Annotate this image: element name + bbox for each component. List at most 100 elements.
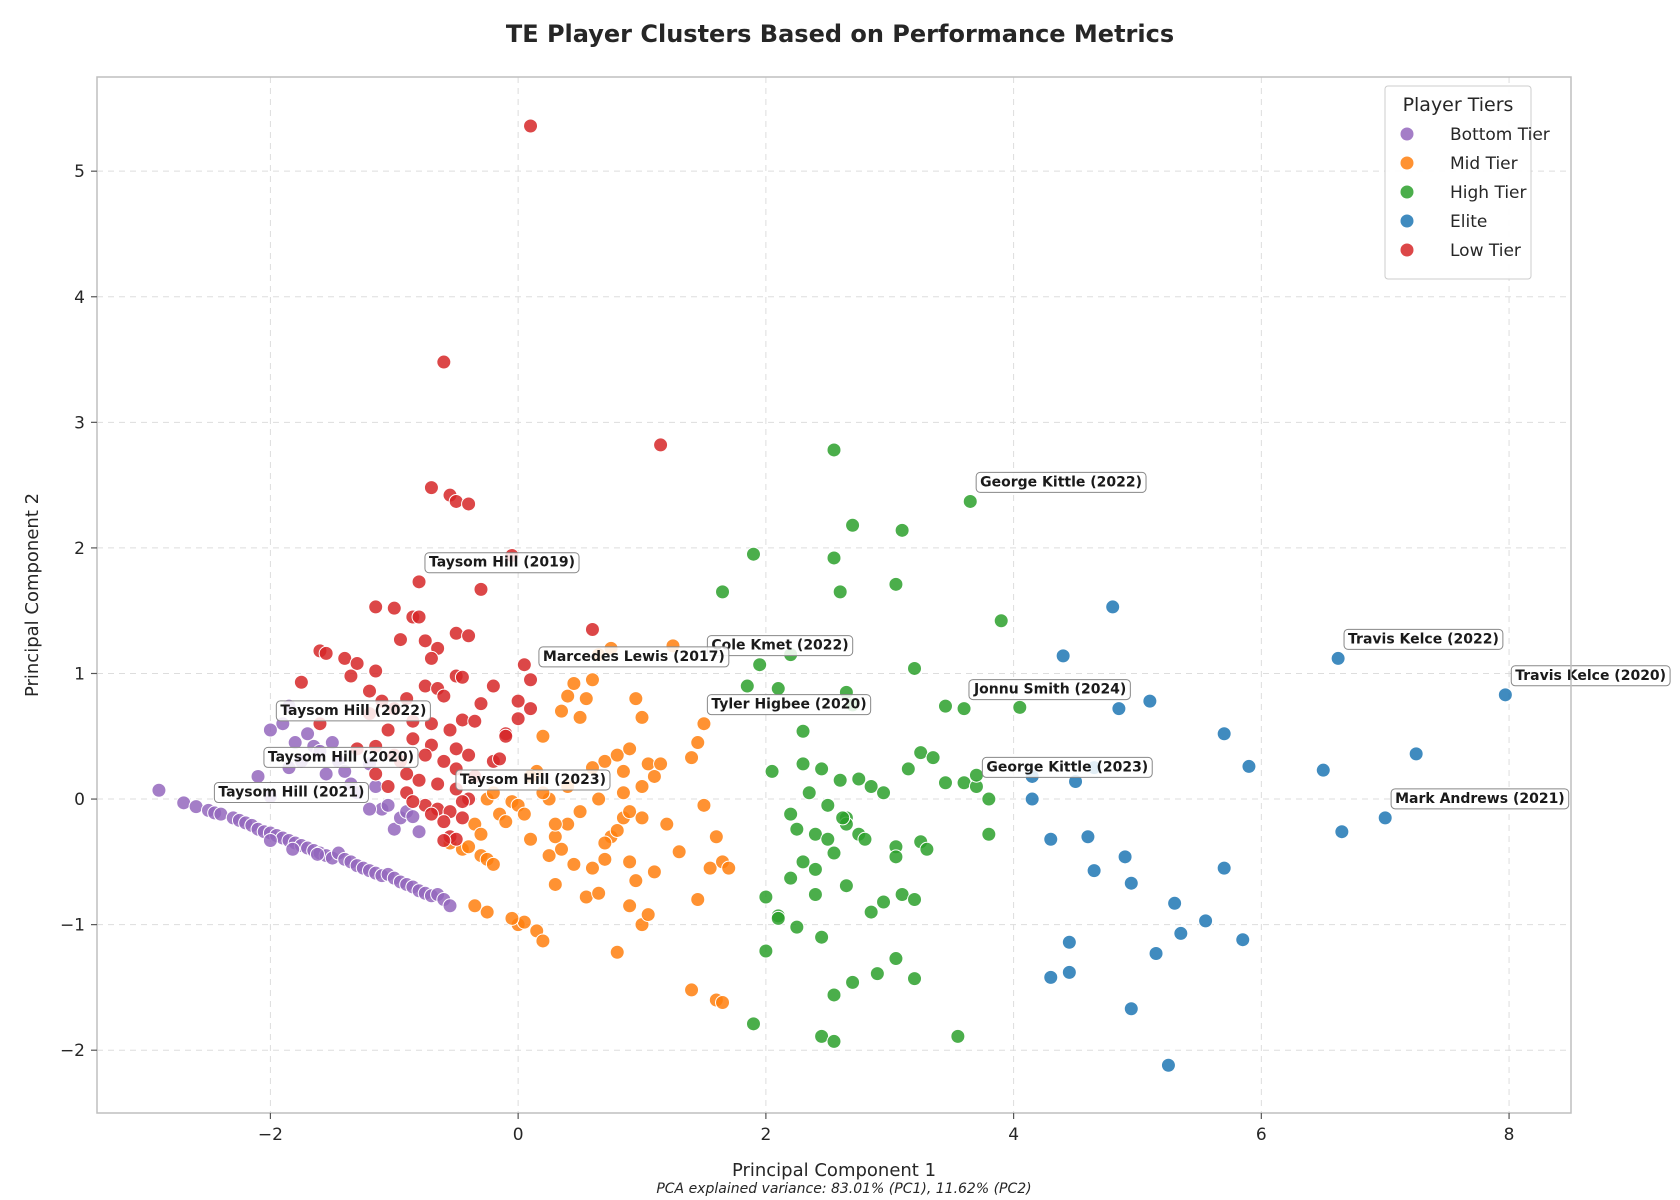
data-point <box>622 898 638 914</box>
data-point <box>368 766 384 782</box>
data-point <box>715 994 731 1010</box>
data-point <box>362 801 378 817</box>
annotation-label: Cole Kmet (2022) <box>706 635 854 657</box>
legend-item: Elite <box>1399 212 1487 232</box>
data-point <box>523 701 539 717</box>
legend-label: Bottom Tier <box>1450 125 1550 145</box>
data-point <box>758 889 774 905</box>
data-point <box>876 785 892 801</box>
annotation-text: Taysom Hill (2021) <box>218 785 364 801</box>
data-point <box>1167 895 1183 911</box>
data-point <box>981 826 997 842</box>
data-point <box>628 691 644 707</box>
legend-marker <box>1399 184 1415 200</box>
annotation-box <box>538 646 730 668</box>
data-point <box>981 791 997 807</box>
data-point <box>715 584 731 600</box>
annotation-text: Jonnu Smith (2024) <box>973 682 1126 698</box>
axis-ticks: −2 0 2 4 6 8 −2 −1 0 1 2 3 4 5 <box>60 162 1515 1145</box>
data-point <box>646 768 662 784</box>
annotations: George Kittle (2022) Taysom Hill (2019) Co… <box>213 471 1671 810</box>
data-point <box>1241 758 1257 774</box>
annotation-text: Travis Kelce (2022) <box>1348 631 1499 647</box>
data-point <box>262 833 278 849</box>
annotation-box <box>455 769 611 791</box>
data-point <box>1216 860 1232 876</box>
data-point <box>826 845 842 861</box>
data-point <box>907 660 923 676</box>
data-point <box>411 772 427 788</box>
data-point <box>436 688 452 704</box>
legend-marker <box>1399 155 1415 171</box>
data-point <box>318 645 334 661</box>
data-point <box>826 1033 842 1049</box>
data-point <box>572 709 588 725</box>
data-point <box>318 766 334 782</box>
y-tick-label: 5 <box>74 162 85 182</box>
data-point <box>572 804 588 820</box>
legend-item: Bottom Tier <box>1399 125 1550 145</box>
data-point <box>578 691 594 707</box>
data-point <box>442 722 458 738</box>
legend-label: Low Tier <box>1450 241 1521 261</box>
series-mid-tier <box>442 638 737 1010</box>
data-point <box>857 831 873 847</box>
annotation-label: George Kittle (2022) <box>975 471 1147 493</box>
annotation-box <box>275 700 431 722</box>
y-tick-label: −1 <box>60 916 85 936</box>
data-point <box>285 841 301 857</box>
data-point <box>417 633 433 649</box>
data-point <box>863 904 879 920</box>
series-elite <box>1024 599 1513 1073</box>
data-points <box>151 118 1513 1073</box>
data-point <box>417 747 433 763</box>
data-point <box>1216 726 1232 742</box>
legend-label: High Tier <box>1450 183 1527 203</box>
data-point <box>1111 701 1127 717</box>
annotation-text: George Kittle (2022) <box>980 474 1142 490</box>
data-point <box>876 894 892 910</box>
annotation-box <box>975 471 1147 493</box>
annotation-text: Taysom Hill (2019) <box>429 555 575 571</box>
data-point <box>795 723 811 739</box>
data-point <box>448 625 464 641</box>
data-point <box>835 810 851 826</box>
data-point <box>826 987 842 1003</box>
data-point <box>764 763 780 779</box>
data-point <box>684 750 700 766</box>
annotation-label: George Kittle (2023) <box>981 756 1153 778</box>
data-point <box>1080 829 1096 845</box>
data-point <box>368 663 384 679</box>
data-point <box>900 761 916 777</box>
data-point <box>405 794 421 810</box>
data-point <box>820 831 836 847</box>
data-point <box>1377 810 1393 826</box>
data-point <box>442 898 458 914</box>
legend-label: Elite <box>1450 212 1487 232</box>
data-point <box>634 810 650 826</box>
data-point <box>448 741 464 757</box>
data-point <box>343 668 359 684</box>
data-point <box>584 672 600 688</box>
data-point <box>1198 913 1214 929</box>
data-point <box>510 693 526 709</box>
data-point <box>708 829 724 845</box>
annotation-text: Taysom Hill (2022) <box>280 703 426 719</box>
data-point <box>423 650 439 666</box>
data-point <box>801 785 817 801</box>
data-point <box>523 831 539 847</box>
data-point <box>584 622 600 638</box>
annotation-label: Tyler Higbee (2020) <box>706 694 872 716</box>
data-point <box>380 797 396 813</box>
data-point <box>213 806 229 822</box>
data-point <box>454 712 470 728</box>
annotation-box <box>1390 788 1570 810</box>
annotation-box <box>968 679 1131 701</box>
data-point <box>399 766 415 782</box>
x-axis-label: Principal Component 1 <box>732 1160 936 1181</box>
annotation-label: Travis Kelce (2020) <box>1510 665 1671 687</box>
y-tick-label: 3 <box>74 413 85 433</box>
data-point <box>386 821 402 837</box>
data-point <box>795 854 811 870</box>
data-point <box>634 709 650 725</box>
